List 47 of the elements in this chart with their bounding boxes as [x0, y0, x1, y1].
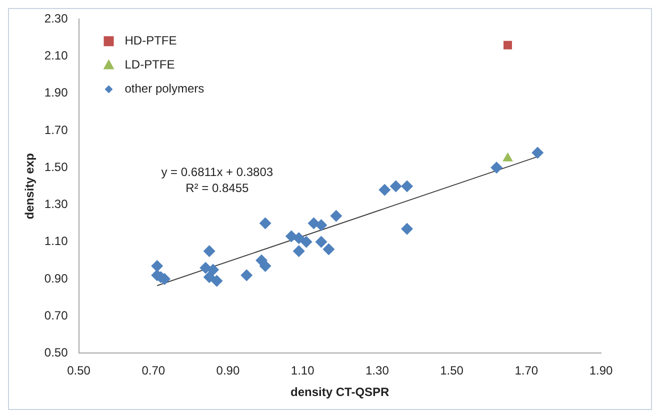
x-tick-label: 0.50 — [67, 364, 91, 378]
x-tick-label: 1.10 — [290, 364, 315, 378]
point — [330, 210, 342, 222]
y-tick-label: 0.50 — [44, 346, 68, 360]
point — [378, 184, 391, 196]
point — [490, 162, 503, 174]
annotation: R² = 0.8455 — [186, 181, 249, 196]
annotation: y = 0.6811x + 0.3803 — [161, 165, 274, 180]
point — [292, 245, 305, 258]
y-tick-label: 1.30 — [44, 197, 68, 212]
y-tick-label: 1.70 — [44, 122, 68, 137]
x-tick-label: 1.30 — [366, 364, 390, 378]
point — [151, 260, 164, 272]
point — [322, 243, 335, 256]
point — [203, 271, 216, 284]
legend-label: HD-PTFE — [124, 34, 177, 48]
point — [315, 219, 328, 232]
point — [210, 274, 223, 287]
point — [315, 236, 328, 248]
x-tick-label: 1.50 — [440, 364, 464, 378]
point — [292, 232, 305, 244]
point — [300, 236, 312, 248]
y-tick-label: 1.10 — [44, 234, 68, 248]
point — [259, 217, 272, 230]
point — [504, 40, 512, 50]
point — [390, 180, 402, 192]
x-axis-title: density CT-QSPR — [290, 385, 390, 400]
y-tick-label: 0.90 — [44, 271, 68, 286]
point — [401, 222, 414, 235]
x-tick-label: 0.70 — [142, 364, 166, 378]
point — [259, 260, 272, 272]
y-tick-label: 2.10 — [44, 48, 68, 63]
y-tick-label: 0.70 — [44, 308, 68, 322]
point — [532, 146, 544, 159]
legend-label: other polymers — [124, 82, 204, 96]
point — [240, 269, 253, 282]
x-tick-label: 0.90 — [216, 364, 240, 378]
y-tick-label: 1.90 — [44, 86, 68, 100]
y-tick-label: 1.50 — [44, 160, 68, 174]
point — [207, 264, 220, 276]
point — [203, 245, 216, 258]
x-tick-label: 1.70 — [514, 364, 538, 378]
y-axis-title: density exp — [22, 153, 37, 220]
point — [401, 180, 414, 192]
legend-label: LD-PTFE — [124, 58, 175, 72]
x-tick-label: 1.90 — [589, 364, 613, 378]
y-tick-label: 2.30 — [44, 12, 68, 26]
